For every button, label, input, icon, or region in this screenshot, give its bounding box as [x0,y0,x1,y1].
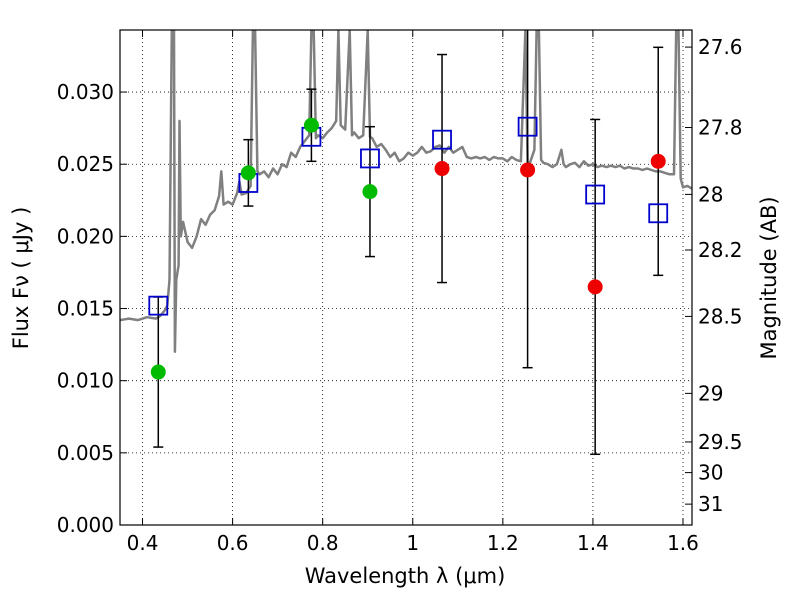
y2-tick-label: 30 [698,461,723,485]
axes: 0.4 0.6 0.8 1 1.2 1.4 1.6 0.000 0.005 0.010 0.015 0… [57,29,743,555]
observed-point [240,165,256,181]
x-tick-label: 1.6 [667,531,699,555]
plot-area [120,30,692,456]
sed-curve-line [120,30,692,354]
observed-point [587,279,603,295]
y2-tick-label: 28 [698,182,723,206]
x-tick-label: 0.4 [127,531,159,555]
y2-axis-title: Magnitude (AB) [757,196,781,359]
model-square-point [148,295,169,316]
y2-tick-label: 31 [698,492,723,516]
y-tick-label: 0.030 [57,80,114,104]
observed-point [303,117,319,133]
y2-tick-label: 29 [698,381,723,405]
y2-tick-label: 27.8 [698,115,743,139]
y-axis-title: Flux Fν ( μJy ) [9,207,33,350]
x-tick-label: 0.8 [307,531,339,555]
model-square-point [360,148,380,169]
plot-frame [119,29,693,526]
y2-tick-label: 28.2 [698,238,743,262]
grid-lines [120,30,692,525]
observed-point [150,364,166,380]
model-square-point [585,184,606,205]
y2-tick-label: 29.5 [698,430,743,454]
y2-tick-label: 27.6 [698,35,743,59]
model-square-point [517,116,538,137]
y-tick-label: 0.020 [57,224,114,248]
x-tick-label: 1 [406,531,419,555]
y-tick-label: 0.010 [57,369,114,393]
observed-point [520,162,536,178]
x-tick-label: 1.4 [577,531,609,555]
observed-point [650,153,666,169]
y-tick-label: 0.025 [57,152,114,176]
x-axis-title: Wavelength λ (μm) [305,564,506,588]
model-square-point [432,129,452,150]
x-tick-label: 0.6 [217,531,249,555]
y-tick-label: 0.005 [57,441,114,465]
y-tick-label: 0.015 [57,297,114,321]
y-tick-label: 0.000 [57,513,114,537]
y2-tick-label: 28.5 [698,304,743,328]
model-square-point [648,203,669,224]
observed-point [434,161,450,177]
x-tick-label: 1.2 [487,531,519,555]
observed-point [362,184,378,200]
